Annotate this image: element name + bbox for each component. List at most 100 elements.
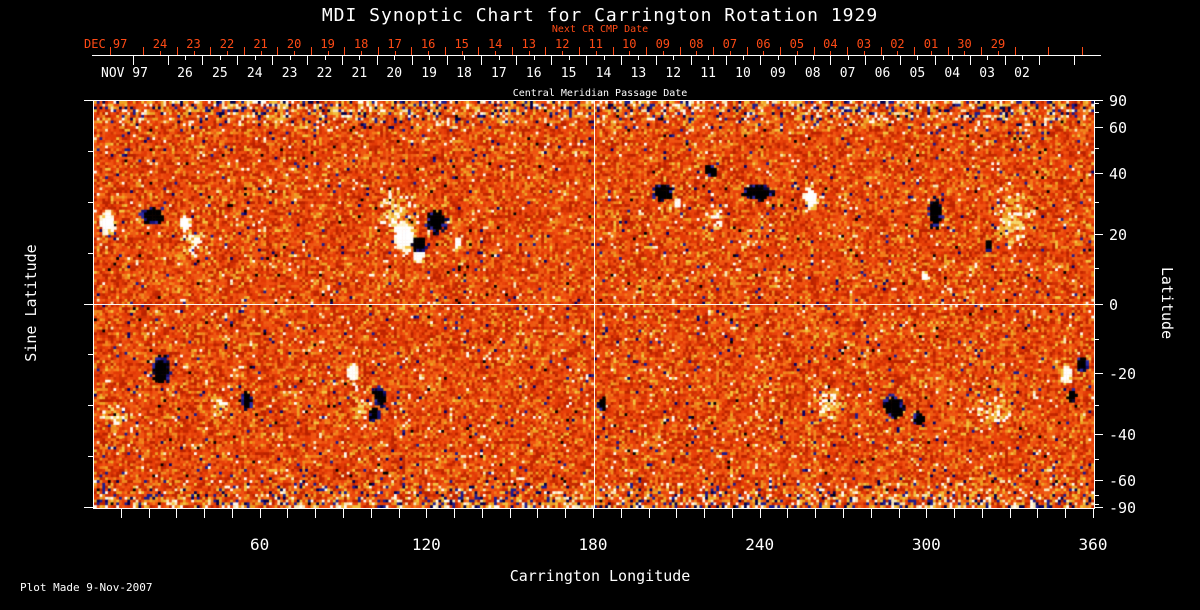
next-cr-halfday-tick [696,51,698,55]
cmp-halfday-tick [568,56,570,60]
cmp-date-tick-label: 11 [700,66,716,81]
next-cr-date-tick-label: 02 [890,37,905,51]
cmp-date-tick-label: 21 [351,66,368,81]
sine-latitude-minor-tick [88,405,93,407]
cmp-day-tick [830,56,832,65]
next-cr-date-tick-label: 12 [555,37,570,51]
next-cr-date-tick-label: 05 [789,37,805,51]
longitude-tick [981,509,983,518]
latitude-major-tick [1094,373,1103,375]
latitude-tick-label: 20 [1109,225,1128,244]
cmp-day-tick [586,56,588,65]
cmp-halfday-tick [394,56,396,60]
next-cr-halfday-tick [897,51,899,55]
dec-era-label: DEC 97 [84,37,128,51]
longitude-tick [1009,509,1011,518]
longitude-tick [454,509,456,518]
cmp-day-tick [481,56,483,65]
next-cr-date-tick-label: 19 [320,37,335,51]
cmp-day-tick [620,56,622,65]
next-cr-day-tick [511,47,513,55]
next-cr-day-tick [880,47,882,55]
longitude-tick-label: 180 [578,535,608,554]
latitude-minor-tick [1094,103,1099,105]
next-cr-halfday-tick [528,51,530,55]
cmp-halfday-tick [743,56,744,60]
next-cr-halfday-tick [260,51,262,55]
latitude-major-tick [1094,127,1103,129]
next-cr-day-tick [109,47,111,55]
latitude-tick-label: -40 [1109,426,1137,445]
next-cr-halfday-tick [428,51,430,55]
latitude-tick-label: 0 [1109,295,1119,314]
cmp-day-tick [551,56,553,65]
longitude-tick [787,509,789,518]
latitude-minor-tick [1094,112,1099,114]
cmp-date-tick-label: 03 [979,66,995,81]
longitude-tick [315,509,317,518]
cmp-day-tick [167,56,169,65]
next-cr-day-tick [411,47,413,55]
cmp-day-tick [725,56,727,65]
next-cr-day-tick [545,47,547,55]
cmp-halfday-tick [987,56,989,60]
next-cr-day-tick [344,47,346,55]
next-cr-halfday-tick [193,51,195,55]
next-cr-date-tick-label: 22 [219,37,235,51]
longitude-tick [176,509,178,518]
next-cr-halfday-tick [227,51,229,55]
latitude-major-tick [1094,233,1103,235]
cmp-date-tick-label: 13 [630,66,647,81]
cmp-day-tick [272,56,274,65]
cmp-date-tick-label: 19 [421,66,437,81]
cmp-day-tick [341,56,343,65]
sine-latitude-minor-tick [88,456,93,458]
longitude-tick-label: 360 [1078,535,1108,554]
cmp-day-tick [1039,56,1041,65]
next-cr-date-tick-label: 24 [152,37,168,51]
cmp-date-tick-label: 17 [491,66,507,81]
sine-latitude-major-tick [84,507,93,508]
cmp-halfday-tick [952,56,954,60]
cmp-date-tick-label: 10 [735,66,751,81]
longitude-tick [1037,509,1039,518]
next-cr-halfday-tick [394,51,396,55]
cmp-halfday-tick [708,56,710,60]
next-cr-day-tick [981,47,983,55]
next-cr-day-tick [746,47,748,55]
next-cr-day-tick [444,47,446,55]
next-cr-halfday-tick [495,51,497,55]
next-cr-date-tick-label: 08 [689,37,704,51]
latitude-tick-label: 60 [1109,119,1128,138]
next-cr-cmp-date-caption: Next CR CMP Date [551,24,649,35]
longitude-tick [593,509,594,518]
longitude-tick [287,509,289,518]
cmp-day-tick [690,56,692,65]
plot-made-footer: Plot Made 9-Nov-2007 [20,581,153,594]
cmp-halfday-tick [638,56,640,60]
longitude-tick [259,509,261,518]
longitude-tick-label: 300 [911,535,941,554]
cmp-date-tick-label: 09 [770,66,786,81]
next-cr-date-tick-label: 29 [990,37,1006,51]
cmp-halfday-tick [673,56,675,60]
next-cr-date-tick-label: 06 [756,37,771,51]
cmp-halfday-tick [219,56,221,60]
longitude-tick-label: 120 [411,535,441,554]
next-cr-date-tick-label: 01 [923,37,939,51]
next-cr-halfday-tick [294,51,296,55]
cmp-halfday-tick [777,56,779,60]
next-cr-date-tick-label: 21 [253,37,268,51]
cmp-day-tick [655,56,657,65]
next-cr-halfday-tick [160,51,161,55]
longitude-tick [926,509,928,518]
cmp-halfday-tick [533,56,535,60]
longitude-tick [1093,509,1094,518]
next-cr-day-tick [243,47,245,55]
longitude-tick-label: 60 [250,535,270,554]
cmp-date-tick-label: 24 [246,66,263,81]
next-cr-date-tick-label: 11 [588,37,603,51]
longitude-tick [1065,509,1067,518]
cmp-date-tick-label: 07 [839,66,856,81]
next-cr-day-tick [914,47,916,55]
